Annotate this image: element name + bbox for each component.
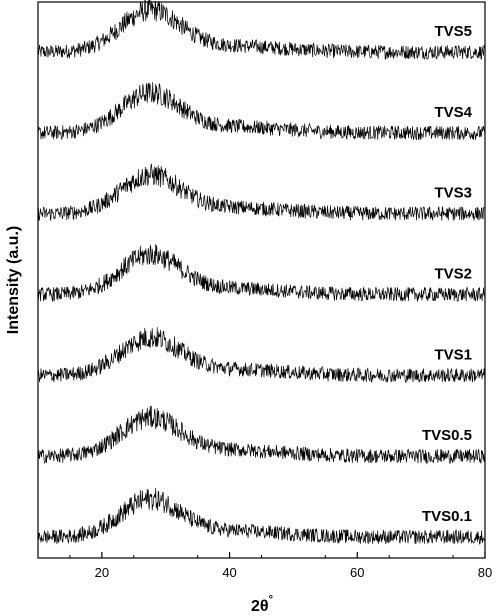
- series-line: [37, 488, 486, 545]
- series-line: [37, 163, 486, 222]
- series-label: TVS3: [434, 185, 472, 202]
- x-tick-label: 40: [222, 565, 236, 580]
- x-axis-title-degree: °: [269, 594, 273, 606]
- series-label: TVS4: [434, 104, 472, 121]
- traces: [37, 0, 486, 545]
- plot-frame: [37, 1, 486, 559]
- series-line: [37, 82, 486, 141]
- x-axis-title: 2θ°: [251, 594, 273, 615]
- series-line: [37, 244, 486, 302]
- series-line: [37, 327, 486, 384]
- x-tick-label: 20: [95, 565, 109, 580]
- series-label: TVS5: [434, 23, 472, 40]
- x-axis-title-main: 2θ: [251, 598, 269, 615]
- series-line: [37, 405, 486, 465]
- series-label: TVS0.1: [422, 508, 472, 525]
- series-label: TVS0.5: [422, 427, 472, 444]
- series-labels: TVS5 TVS4 TVS3 TVS2 TVS1 TVS0.5 TVS0.1: [422, 23, 473, 525]
- x-axis-ticks: 20 40 60 80: [69, 552, 492, 580]
- series-label: TVS2: [434, 266, 472, 283]
- x-tick-label: 80: [478, 565, 492, 580]
- x-tick-label: 60: [350, 565, 364, 580]
- y-axis-title: Intensity (a.u.): [5, 226, 22, 334]
- series-label: TVS1: [434, 346, 472, 363]
- series-line: [37, 0, 486, 61]
